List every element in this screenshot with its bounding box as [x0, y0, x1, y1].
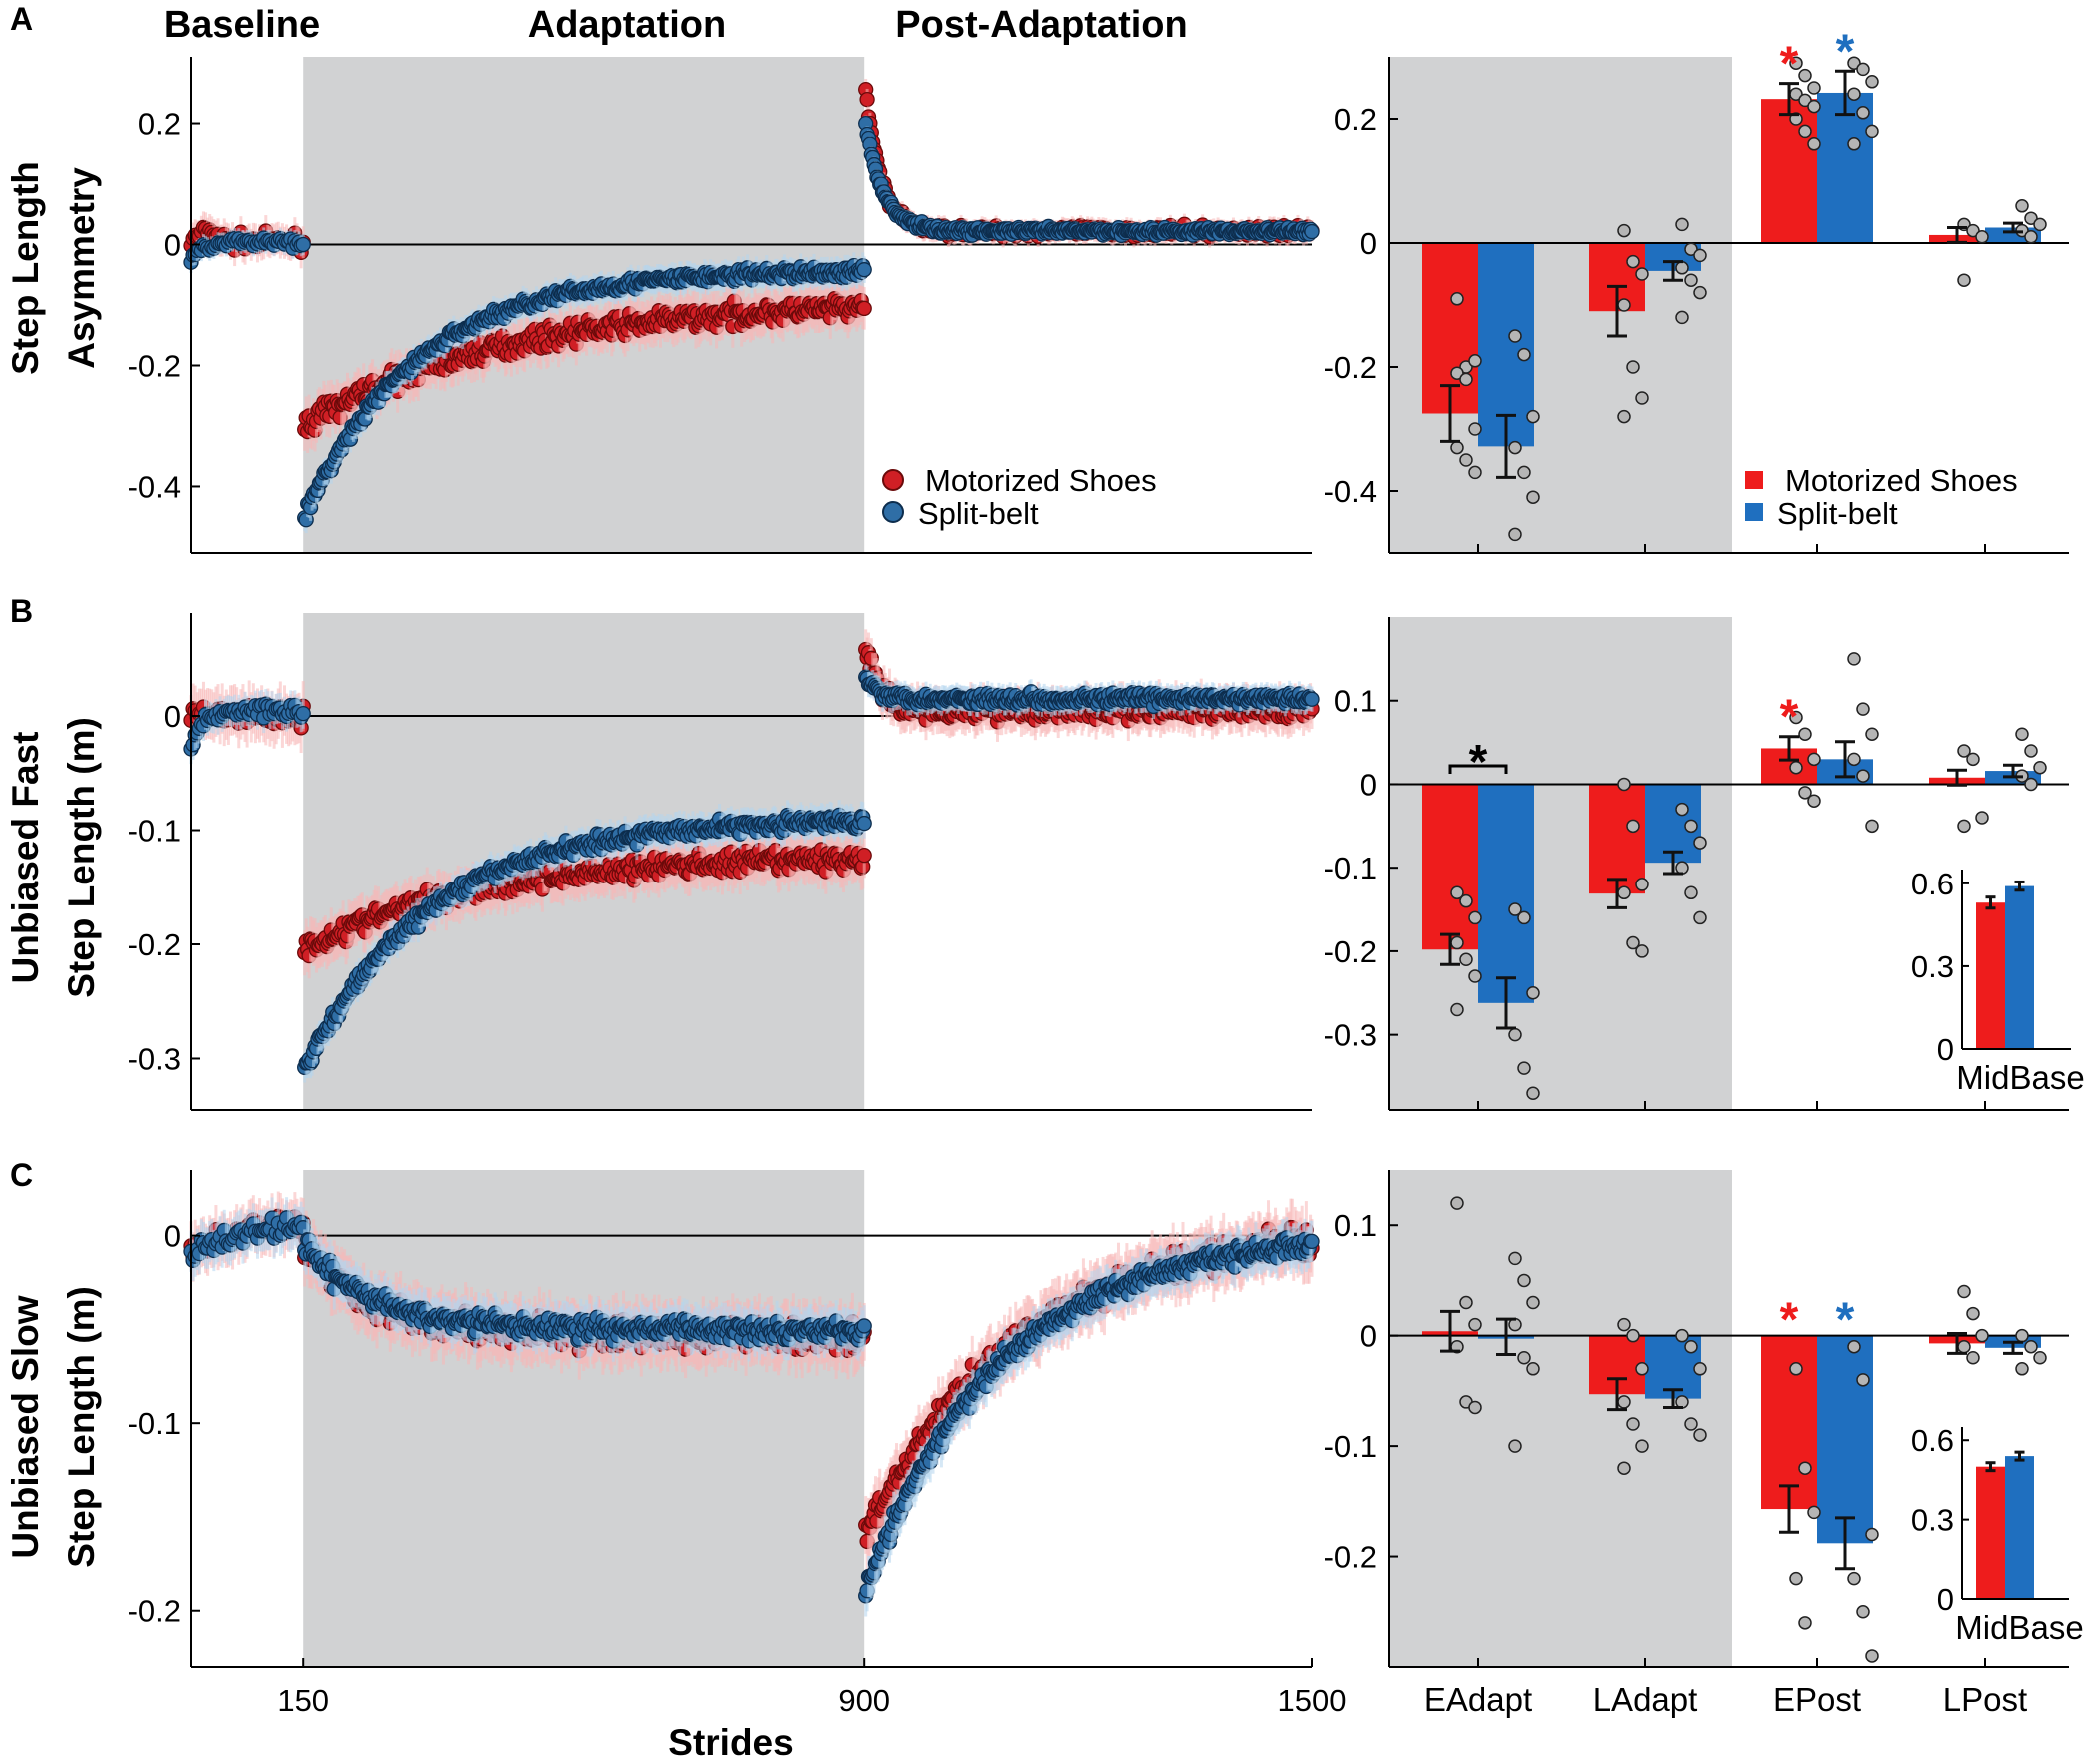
- legend-label-motorized: Motorized Shoes: [925, 463, 1157, 498]
- data-point: [856, 262, 872, 278]
- ylabel-b-line2: Step Length (m): [61, 717, 102, 998]
- panel-label-a: A: [10, 1, 33, 37]
- y-tick-label: -0.4: [128, 469, 181, 504]
- ylabel-b-line1: Unbiased Fast: [5, 732, 46, 984]
- y-tick-label: 0.2: [138, 107, 181, 142]
- y-tick-label: -0.2: [128, 348, 181, 383]
- legend-marker-split: [882, 501, 904, 523]
- phase-label-baseline: Baseline: [164, 4, 320, 46]
- data-point: [1304, 223, 1320, 240]
- legend-time-a: Motorized Shoes Split-belt: [882, 463, 1157, 531]
- legend-bar-label-motorized: Motorized Shoes: [1785, 463, 2018, 498]
- data-point: [856, 848, 872, 864]
- legend-swatch-motorized: [1745, 471, 1763, 489]
- ylabel-a-line2: Asymmetry: [61, 167, 102, 369]
- legend-marker-motorized: [882, 469, 904, 491]
- ylabel-c-line1: Unbiased Slow: [5, 1295, 46, 1558]
- legend-swatch-split: [1745, 503, 1763, 521]
- panel-label-c: C: [10, 1157, 33, 1193]
- data-point: [859, 91, 875, 108]
- ylabel-a-line1: Step Length: [5, 161, 46, 375]
- time-panel-a: 0.2 0 -0.2 -0.4: [128, 57, 1320, 554]
- legend-bar-a: Motorized Shoes Split-belt: [1745, 463, 2018, 531]
- time-panel-b: 0-0.1-0.2-0.3: [128, 613, 1320, 1111]
- phase-label-post-adaptation: Post-Adaptation: [895, 4, 1187, 46]
- ylabel-c-line2: Step Length (m): [61, 1286, 102, 1568]
- legend-bar-label-split: Split-belt: [1777, 496, 1898, 531]
- data-point: [856, 300, 872, 317]
- data-point: [295, 236, 311, 253]
- panel-label-b: B: [10, 593, 33, 629]
- data-point: [295, 705, 311, 722]
- phase-label-adaptation: Adaptation: [528, 4, 726, 46]
- legend-label-split: Split-belt: [918, 496, 1039, 531]
- x-axis-label: Strides: [668, 1722, 793, 1763]
- y-tick-label: 0: [164, 228, 181, 263]
